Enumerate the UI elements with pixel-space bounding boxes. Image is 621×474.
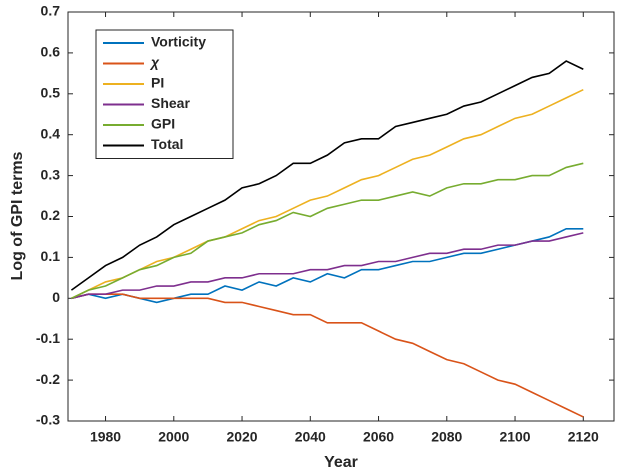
series-line xyxy=(71,227,584,304)
x-tick-label: 2040 xyxy=(295,429,326,445)
y-tick-label: 0.4 xyxy=(41,125,61,141)
x-tick-label: 1980 xyxy=(90,429,121,445)
x-tick-label: 2020 xyxy=(226,429,257,445)
legend-label: χ xyxy=(149,54,160,70)
y-tick-label: 0.1 xyxy=(41,248,61,264)
y-tick-label: 0.3 xyxy=(41,166,61,182)
legend-box xyxy=(95,29,234,159)
series-line xyxy=(71,88,584,300)
y-tick-label: 0.5 xyxy=(41,85,61,101)
x-tick-label: 2120 xyxy=(568,429,599,445)
legend-label: PI xyxy=(151,75,164,91)
x-tick-label: 2060 xyxy=(363,429,394,445)
series-line xyxy=(71,232,584,300)
legend-label: Total xyxy=(151,136,183,152)
x-axis-label: Year xyxy=(324,454,358,471)
y-tick-label: -0.2 xyxy=(36,371,60,387)
series-line xyxy=(70,60,584,291)
y-tick-label: -0.3 xyxy=(36,412,60,428)
y-tick-label: 0 xyxy=(52,289,60,305)
y-axis-label: Log of GPI terms xyxy=(9,151,26,280)
y-tick-label: 0.7 xyxy=(41,3,61,19)
y-tick-label: 0.2 xyxy=(41,207,61,223)
x-tick-label: 2100 xyxy=(499,429,530,445)
legend-label: GPI xyxy=(151,116,175,132)
x-tick-label: 2000 xyxy=(158,429,189,445)
y-tick-label: 0.6 xyxy=(41,44,61,60)
y-tick-label: -0.1 xyxy=(36,330,60,346)
legend-label: Shear xyxy=(151,95,190,111)
series-line xyxy=(71,162,584,300)
legend-label: Vorticity xyxy=(151,34,206,50)
x-tick-label: 2080 xyxy=(431,429,462,445)
series-line xyxy=(71,293,584,418)
